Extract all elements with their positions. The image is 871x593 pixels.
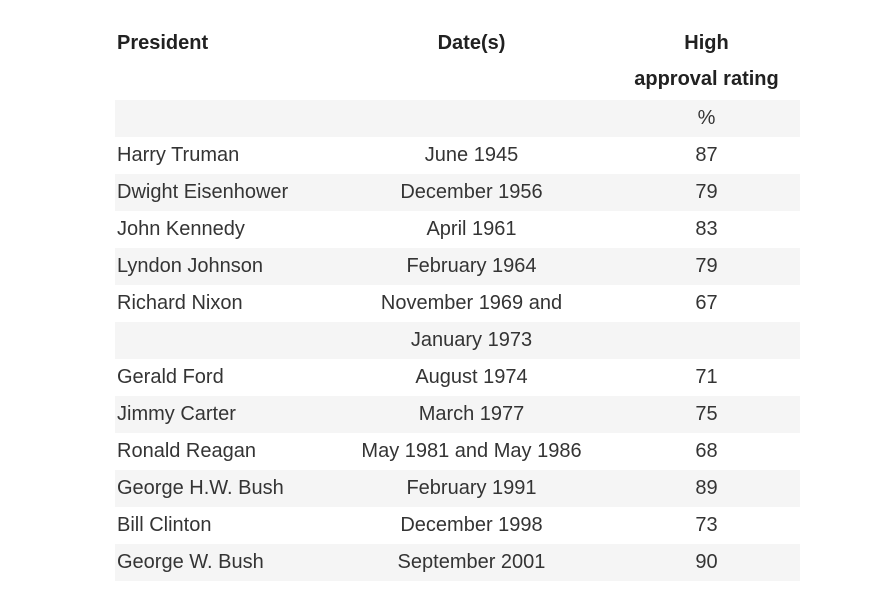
cell-dates bbox=[330, 100, 613, 137]
table-row: Lyndon Johnson February 1964 79 bbox=[115, 248, 800, 285]
approval-ratings-table: President Date(s) High approval rating %… bbox=[115, 20, 800, 581]
table-row: George H.W. Bush February 1991 89 bbox=[115, 470, 800, 507]
header-president: President bbox=[117, 32, 209, 54]
cell-rating-unit: % bbox=[697, 107, 716, 129]
cell-rating: 79 bbox=[695, 181, 718, 203]
table-row: Bill Clinton December 1998 73 bbox=[115, 507, 800, 544]
table-row: Gerald Ford August 1974 71 bbox=[115, 359, 800, 396]
cell-president: Lyndon Johnson bbox=[117, 255, 264, 277]
cell-rating: 87 bbox=[695, 144, 718, 166]
cell-president: Ronald Reagan bbox=[117, 440, 256, 462]
cell-rating: 71 bbox=[695, 366, 718, 388]
header-dates: Date(s) bbox=[437, 32, 506, 54]
cell-president: George H.W. Bush bbox=[117, 477, 284, 499]
header-rating: High approval rating bbox=[613, 20, 800, 100]
cell-president: Jimmy Carter bbox=[117, 403, 236, 425]
header-row: President Date(s) High approval rating bbox=[115, 20, 800, 100]
cell-rating: 75 bbox=[695, 403, 718, 425]
cell-rating: 83 bbox=[695, 218, 718, 240]
cell-president: John Kennedy bbox=[117, 218, 245, 240]
cell-president: Bill Clinton bbox=[117, 514, 212, 536]
table-row: John Kennedy April 1961 83 bbox=[115, 211, 800, 248]
table-row-continuation: January 1973 bbox=[115, 322, 800, 359]
header-rating-line1: High bbox=[684, 32, 729, 54]
cell-president: Gerald Ford bbox=[117, 366, 224, 388]
cell-president bbox=[115, 322, 330, 359]
cell-rating: 90 bbox=[695, 551, 718, 573]
cell-rating: 79 bbox=[695, 255, 718, 277]
table-row-unit: % bbox=[115, 100, 800, 137]
table-row: Jimmy Carter March 1977 75 bbox=[115, 396, 800, 433]
cell-president bbox=[115, 100, 330, 137]
cell-dates: January 1973 bbox=[410, 329, 533, 351]
header-rating-line2: approval rating bbox=[634, 68, 779, 90]
table-row: Harry Truman June 1945 87 bbox=[115, 137, 800, 174]
cell-rating: 67 bbox=[695, 292, 718, 314]
cell-rating: 73 bbox=[695, 514, 718, 536]
cell-rating: 89 bbox=[695, 477, 718, 499]
cell-dates: September 2001 bbox=[397, 551, 546, 573]
cell-president: Richard Nixon bbox=[117, 292, 243, 314]
cell-rating: 68 bbox=[695, 440, 718, 462]
cell-dates: June 1945 bbox=[424, 144, 519, 166]
cell-dates: August 1974 bbox=[415, 366, 528, 388]
cell-dates: February 1991 bbox=[406, 477, 537, 499]
cell-president: Harry Truman bbox=[117, 144, 240, 166]
table-row: Dwight Eisenhower December 1956 79 bbox=[115, 174, 800, 211]
cell-dates: December 1956 bbox=[400, 181, 543, 203]
table-row: Richard Nixon November 1969 and 67 bbox=[115, 285, 800, 322]
cell-dates: February 1964 bbox=[406, 255, 537, 277]
cell-dates: May 1981 and May 1986 bbox=[361, 440, 582, 462]
cell-dates: March 1977 bbox=[418, 403, 525, 425]
cell-dates: December 1998 bbox=[400, 514, 543, 536]
cell-president: Dwight Eisenhower bbox=[117, 181, 289, 203]
table-row: George W. Bush September 2001 90 bbox=[115, 544, 800, 581]
cell-dates: April 1961 bbox=[426, 218, 517, 240]
cell-dates: November 1969 and bbox=[380, 292, 563, 314]
cell-president: George W. Bush bbox=[117, 551, 264, 573]
cell-rating bbox=[613, 322, 800, 359]
table-row: Ronald Reagan May 1981 and May 1986 68 bbox=[115, 433, 800, 470]
